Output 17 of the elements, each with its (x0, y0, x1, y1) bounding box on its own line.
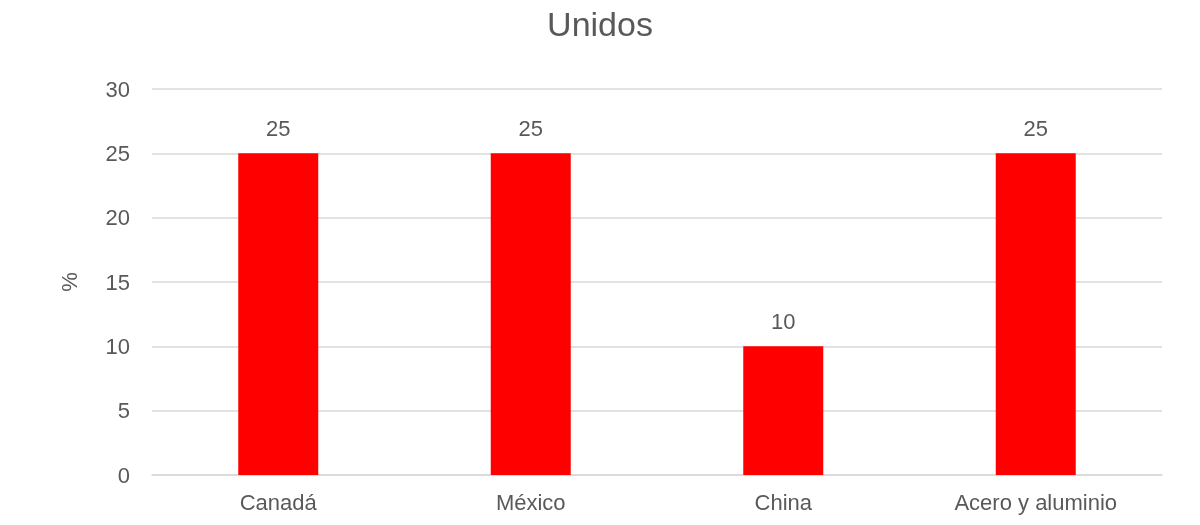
y-tick-label: 20 (105, 205, 130, 231)
x-tick-label: Acero y aluminio (954, 489, 1118, 515)
y-axis-title: % (56, 272, 82, 292)
y-tick-label: 25 (105, 140, 130, 166)
y-tick-label: 10 (105, 333, 130, 359)
data-label: 25 (1023, 115, 1048, 141)
y-tick-label: 15 (105, 269, 130, 295)
chart-title: Unidos (547, 5, 653, 43)
y-tick-label: 30 (105, 76, 130, 102)
y-tick-label: 5 (117, 398, 130, 424)
data-label: 25 (266, 115, 291, 141)
x-tick-label: Canadá (239, 489, 318, 515)
x-tick-label: China (754, 489, 813, 515)
data-label: 10 (771, 308, 796, 334)
x-tick-label: México (495, 489, 566, 515)
data-label: 25 (518, 115, 543, 141)
y-tick-label: 0 (117, 462, 130, 488)
